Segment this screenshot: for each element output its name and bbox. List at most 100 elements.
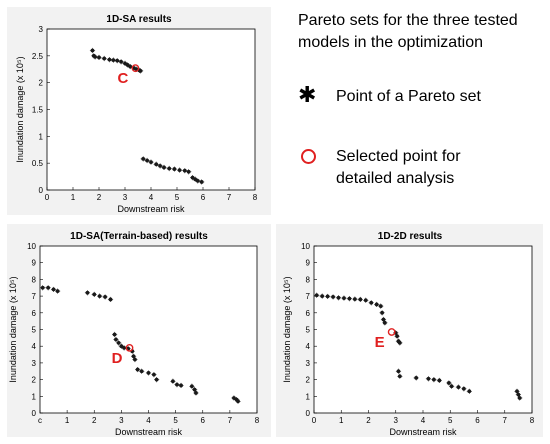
pareto-point — [92, 54, 98, 60]
pareto-point — [116, 340, 122, 346]
pareto-point — [101, 55, 107, 62]
x-tick-label: 5 — [173, 416, 178, 425]
pareto-point — [325, 293, 331, 300]
y-tick-label: 10 — [27, 242, 36, 251]
y-tick-label: 2 — [39, 79, 44, 88]
pareto-point — [379, 310, 385, 316]
pareto-point — [189, 383, 195, 389]
selected-point — [387, 328, 396, 336]
x-axis-label: Downstream risk — [389, 427, 457, 437]
legend-title: Pareto sets for the three tested models … — [298, 10, 548, 54]
x-tick-label: 2 — [97, 193, 102, 202]
y-tick-label: 4 — [306, 342, 311, 351]
pareto-point — [111, 331, 118, 338]
plot-area — [313, 245, 533, 414]
pareto-point — [171, 166, 177, 172]
pareto-point — [174, 382, 180, 388]
pareto-point — [127, 63, 133, 70]
pareto-point — [102, 294, 108, 300]
pareto-point — [107, 296, 114, 303]
y-tick-label: 0 — [32, 409, 37, 418]
pareto-point — [425, 376, 432, 382]
legend-selected-line1: Selected point for — [336, 148, 461, 165]
x-tick-label: 7 — [227, 193, 232, 202]
pareto-point — [145, 370, 152, 376]
y-tick-label: 0 — [39, 186, 44, 195]
x-tick-label: 6 — [201, 416, 206, 425]
x-tick-label: 0 — [312, 416, 317, 425]
pareto-point — [319, 293, 325, 299]
selected-point-label: E — [375, 334, 385, 351]
pareto-point — [335, 295, 342, 301]
pareto-point — [110, 57, 116, 63]
pareto-point — [84, 290, 91, 296]
pareto-point — [446, 380, 452, 386]
pareto-point — [330, 294, 336, 300]
pareto-point — [461, 386, 467, 392]
y-tick-label: 5 — [306, 326, 311, 335]
y-tick-label: 10 — [301, 242, 310, 251]
pareto-point — [118, 343, 124, 349]
pareto-point — [436, 377, 442, 384]
y-axis-label: Inundation damage (x 10⁵) — [15, 56, 25, 162]
x-tick-label: 8 — [253, 193, 258, 202]
pareto-point — [153, 161, 159, 167]
legend-selected-line2: detailed analysis — [336, 170, 455, 187]
pareto-point — [346, 296, 353, 302]
legend-pareto-row: ✱ Point of a Pareto set — [298, 84, 481, 108]
legend-pareto-label: Point of a Pareto set — [336, 88, 481, 105]
x-tick-label: 3 — [119, 416, 124, 425]
x-axis-label: Downstream risk — [117, 204, 185, 214]
pareto-point — [368, 300, 374, 306]
pareto-point — [178, 382, 184, 389]
pareto-point — [118, 59, 124, 65]
pareto-point — [382, 320, 388, 326]
legend-selected-row: Selected point for detailed analysis — [298, 146, 461, 190]
pareto-point — [55, 288, 61, 294]
y-tick-label: 0 — [306, 409, 311, 418]
pareto-point — [45, 285, 51, 291]
pareto-point — [40, 285, 46, 291]
pareto-point — [97, 293, 103, 299]
y-tick-label: 2.5 — [32, 52, 44, 61]
y-axis-label: Inundation damage (x 10⁵) — [282, 276, 292, 382]
y-tick-label: 1 — [32, 392, 37, 401]
x-tick-label: 5 — [175, 193, 180, 202]
x-tick-label: 4 — [421, 416, 426, 425]
x-tick-label: 7 — [503, 416, 508, 425]
legend-selected-label: Selected point for detailed analysis — [336, 146, 461, 190]
y-tick-label: 2 — [306, 376, 311, 385]
chart-panel-1d-2d: 1D-2D results 0 1 2 3 4 5 6 7 8 0 1 2 3 4 5 6 7 8 9 10 Downst… — [276, 224, 543, 437]
pareto-point — [148, 159, 154, 165]
y-tick-label: 9 — [306, 259, 311, 268]
pareto-point — [186, 169, 192, 175]
pareto-point — [199, 179, 205, 185]
selected-point — [131, 64, 140, 73]
pareto-point — [341, 295, 347, 301]
selected-point-label: C — [118, 70, 129, 87]
pareto-point — [363, 297, 369, 303]
pareto-point — [235, 398, 241, 404]
y-tick-label: 3 — [39, 25, 44, 34]
chart-panel-1d-sa-terrain: 1D-SA(Terrain-based) results c 1 2 3 4 5 6 7 8 0 1 2… — [7, 224, 271, 437]
pareto-point — [161, 164, 167, 171]
pareto-point — [140, 156, 146, 162]
pareto-point — [91, 291, 97, 298]
pareto-point — [374, 301, 380, 308]
x-tick-label: 4 — [149, 193, 154, 202]
x-tick-label: 4 — [146, 416, 151, 425]
pareto-point — [431, 377, 437, 383]
x-tick-label: 6 — [201, 193, 206, 202]
pareto-point — [517, 395, 523, 401]
pareto-point — [449, 383, 455, 389]
y-tick-label: 1.5 — [32, 106, 44, 115]
pareto-point — [135, 366, 141, 373]
chart-title: 1D-SA results — [106, 14, 172, 25]
y-tick-label: 7 — [32, 292, 37, 301]
pareto-point — [395, 368, 402, 374]
x-tick-label: 6 — [475, 416, 480, 425]
pareto-point — [514, 388, 520, 394]
x-tick-label: 1 — [65, 416, 70, 425]
chart-1d-2d: 1D-2D results 0 1 2 3 4 5 6 7 8 0 1 2 3 4 5 6 7 8 9 10 Downst… — [282, 231, 535, 437]
legend-title-line1: Pareto sets for the three tested — [298, 12, 518, 29]
